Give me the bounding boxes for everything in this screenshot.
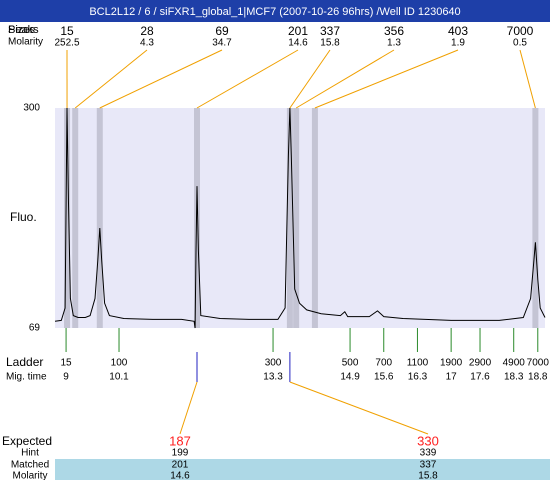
matched-molarity: 14.6: [170, 471, 190, 480]
ladder-size: 100: [111, 358, 128, 369]
peak-molarity: 4.3: [140, 38, 154, 49]
ladder-size: 300: [265, 358, 282, 369]
peak-size: 337: [320, 24, 340, 38]
row-label: Hint: [21, 448, 39, 459]
peak-molarity: 14.6: [288, 38, 308, 49]
y-tick-label: 69: [29, 323, 41, 334]
peak-leader: [296, 50, 394, 108]
peak-band: [312, 108, 318, 328]
ladder-size: 1900: [440, 358, 463, 369]
ladder-time: 18.3: [504, 372, 524, 383]
peak-band: [287, 108, 293, 328]
ladder-time: 17: [446, 372, 458, 383]
y-axis-label: Fluo.: [10, 210, 37, 224]
expected-size: 187: [169, 433, 191, 448]
peak-size: 201: [288, 24, 308, 38]
peak-molarity: 1.3: [387, 38, 401, 49]
row-label: Expected: [2, 434, 52, 448]
ladder-size: 15: [61, 358, 73, 369]
peak-size: 28: [140, 24, 154, 38]
matched-band: [55, 459, 550, 480]
y-tick-label: 300: [23, 103, 40, 114]
chart-title: BCL2L12 / 6 / siFXR1_global_1|MCF7 (2007…: [89, 6, 460, 18]
peak-molarity: 252.5: [54, 38, 79, 49]
peak-molarity: 15.8: [320, 38, 340, 49]
hint-size: 199: [172, 448, 189, 459]
row-label: Mig. time: [6, 372, 47, 383]
expected-size: 330: [417, 433, 439, 448]
ladder-time: 14.9: [340, 372, 360, 383]
row-label: Sizes: [8, 24, 35, 36]
ladder-size: 7000: [527, 358, 550, 369]
expected-leader: [290, 382, 428, 434]
matched-molarity: 15.8: [418, 471, 438, 480]
ladder-time: 9: [63, 372, 69, 383]
ladder-size: 500: [342, 358, 359, 369]
ladder-time: 10.1: [109, 372, 129, 383]
row-label: Matched: [11, 460, 49, 471]
ladder-size: 700: [375, 358, 392, 369]
peak-size: 403: [448, 24, 468, 38]
plot-area: [55, 108, 545, 328]
matched-size: 337: [420, 460, 437, 471]
peak-molarity: 0.5: [513, 38, 527, 49]
peak-size: 7000: [507, 24, 534, 38]
peak-band: [97, 108, 103, 328]
ladder-time: 15.6: [374, 372, 394, 383]
ladder-size: 1100: [407, 358, 429, 369]
peak-leader: [520, 50, 535, 108]
expected-leader: [180, 382, 197, 434]
peak-band: [293, 108, 299, 328]
ladder-size: 4900: [503, 358, 526, 369]
ladder-time: 18.8: [528, 372, 548, 383]
peak-molarity: 34.7: [212, 38, 232, 49]
peak-size: 356: [384, 24, 404, 38]
peak-leader: [197, 50, 298, 108]
matched-size: 201: [172, 460, 189, 471]
peak-size: 15: [60, 24, 74, 38]
ladder-time: 16.3: [408, 372, 428, 383]
ladder-time: 17.6: [470, 372, 490, 383]
peak-leader: [100, 50, 222, 108]
ladder-time: 13.3: [263, 372, 283, 383]
peak-molarity: 1.9: [451, 38, 465, 49]
peak-band: [532, 108, 538, 328]
peak-leader: [315, 50, 458, 108]
peak-size: 69: [215, 24, 229, 38]
hint-size: 339: [420, 448, 437, 459]
peak-band: [72, 108, 78, 328]
ladder-size: 2900: [469, 358, 492, 369]
peak-leader: [75, 50, 147, 108]
row-label: Molarity: [12, 471, 47, 480]
row-label: Molarity: [8, 37, 43, 48]
row-label: Ladder: [6, 355, 43, 369]
